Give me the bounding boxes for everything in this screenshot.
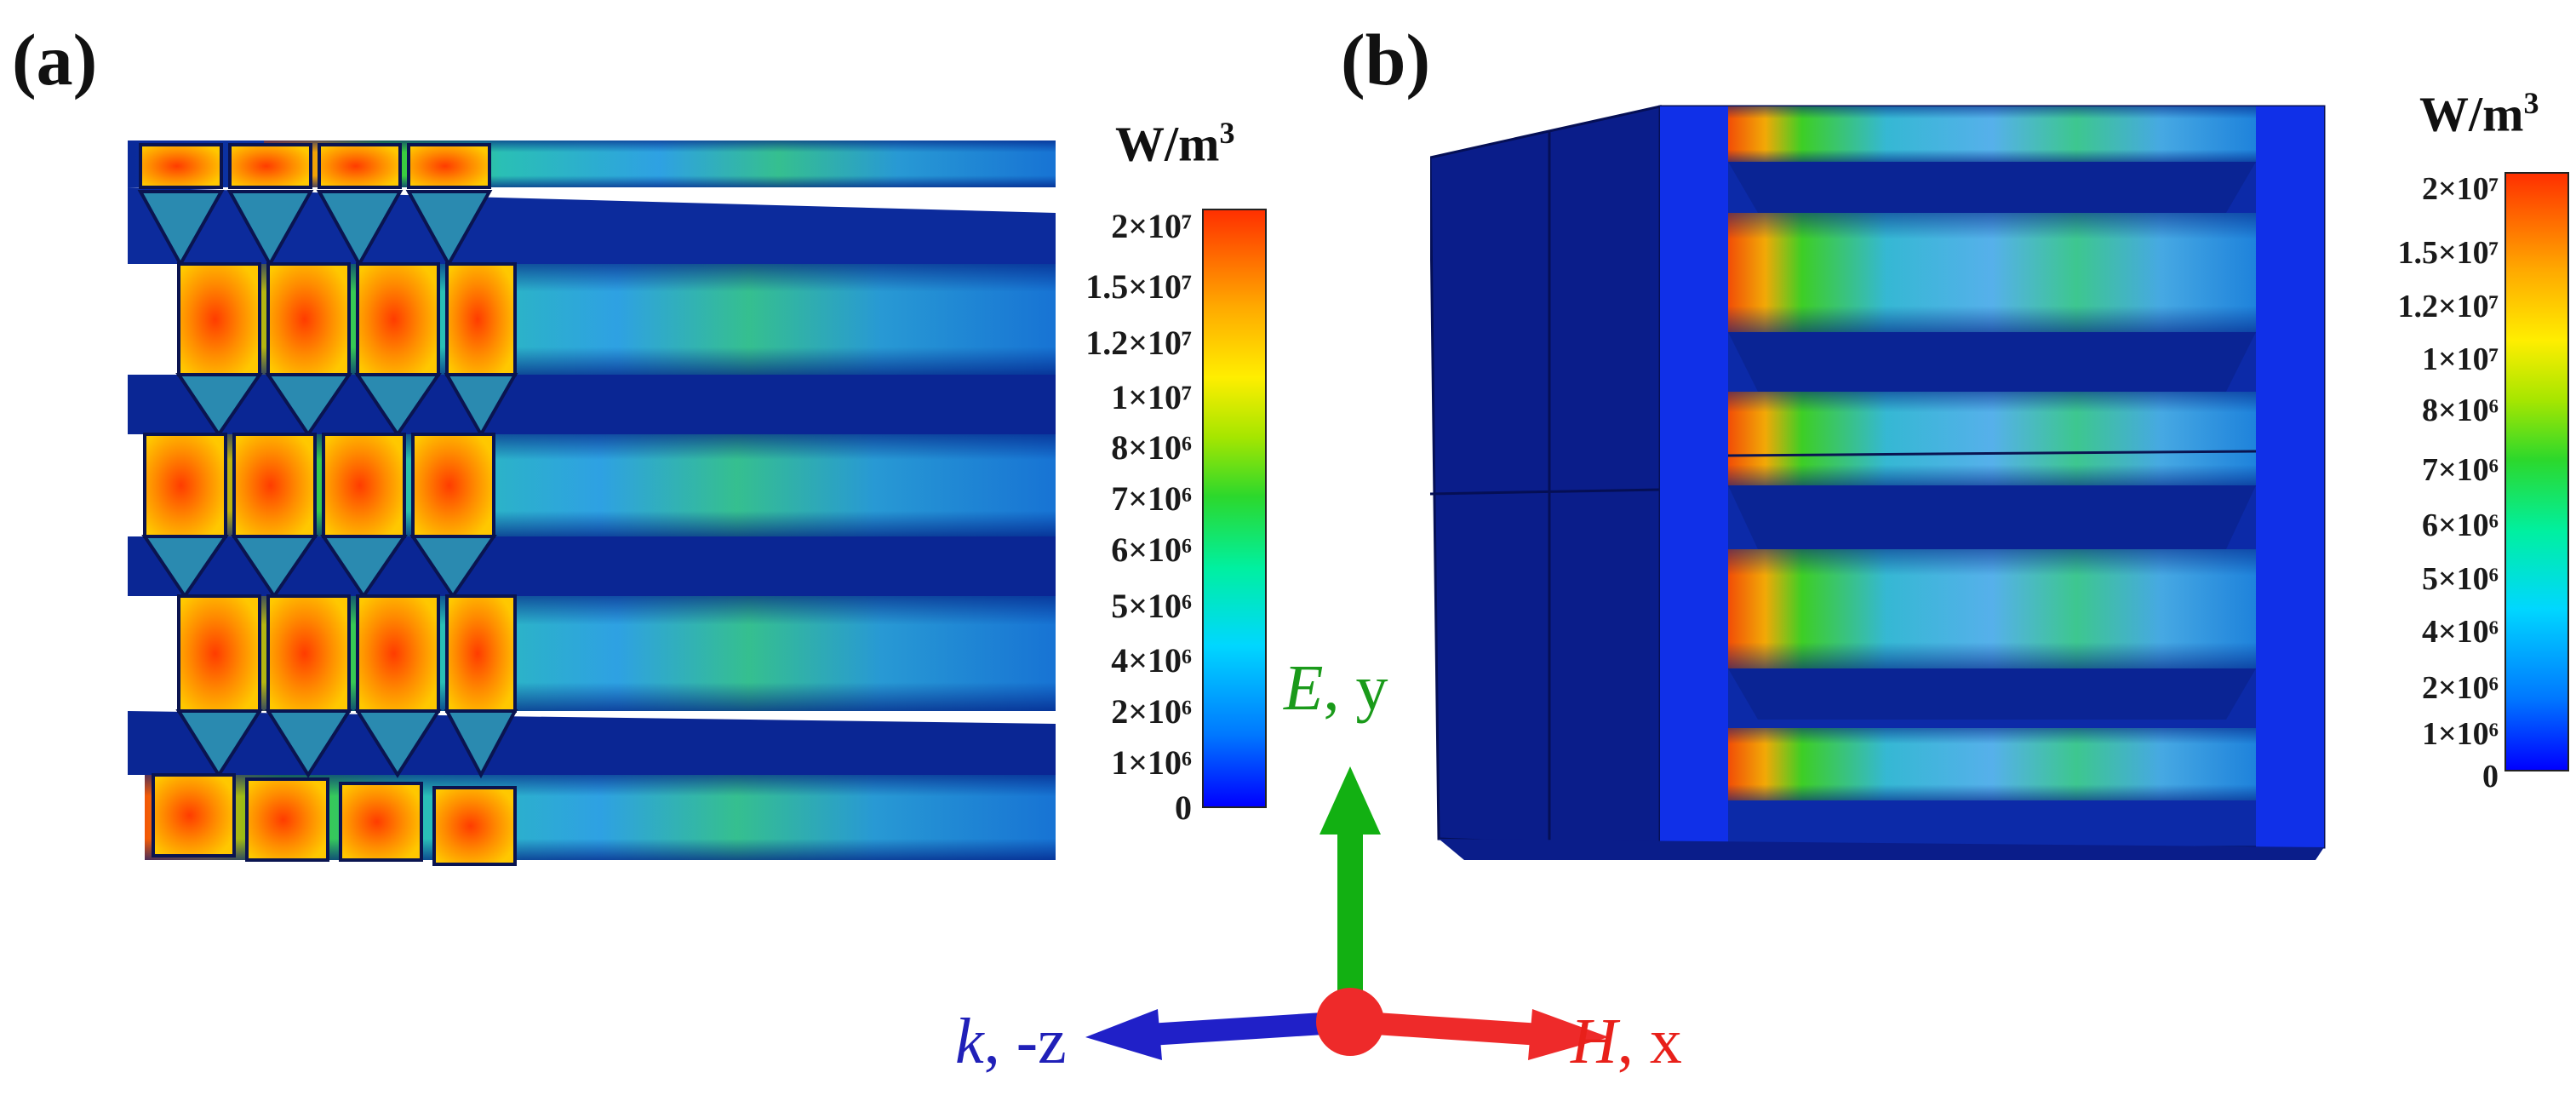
k-vector-arrowhead <box>1085 1009 1162 1060</box>
panel-b-tick: 1×10⁷ <box>2421 341 2499 377</box>
k-axis-label: k, -z <box>955 1006 1067 1077</box>
panel-b-color-bar <box>2504 172 2569 771</box>
panel-a-unit: W/m3 <box>1115 116 1235 172</box>
panel-a-tick: 8×10⁶ <box>1111 428 1192 467</box>
panel-a-field-plot <box>128 141 1056 866</box>
panel-a-tick: 1.5×10⁷ <box>1085 267 1192 306</box>
e-field-arrowhead <box>1319 766 1381 835</box>
panel-b-tick: 1.2×10⁷ <box>2397 289 2499 324</box>
panel-a-tick: 6×10⁶ <box>1111 531 1192 569</box>
coordinate-axes <box>1085 766 1609 1060</box>
panel-b-field-plot <box>1430 105 2326 860</box>
panel-a-tick: 1×10⁷ <box>1111 378 1192 416</box>
e-axis-label: E, y <box>1284 652 1388 724</box>
h-axis-label: H, x <box>1571 1006 1682 1077</box>
panel-b-tick: 8×10⁶ <box>2421 393 2499 428</box>
h-field-arrowhead <box>1528 1009 1609 1060</box>
panel-b-tick: 5×10⁶ <box>2421 561 2499 597</box>
panel-b-tick: 0 <box>2482 759 2499 794</box>
panel-a-color-bar <box>1202 209 1267 808</box>
panel-b-tick: 1.5×10⁷ <box>2397 235 2499 271</box>
panel-b-tick: 1×10⁶ <box>2421 716 2499 752</box>
panel-a-tick: 4×10⁶ <box>1111 641 1192 680</box>
panel-b-tick: 2×10⁶ <box>2421 670 2499 706</box>
panel-b-unit: W/m3 <box>2419 86 2539 142</box>
panel-a-tick: 5×10⁶ <box>1111 587 1192 625</box>
panel-b-tick: 4×10⁶ <box>2421 614 2499 650</box>
panel-a-tick: 1.2×10⁷ <box>1085 324 1192 362</box>
panel-a-label: (a) <box>12 19 98 100</box>
panel-a-tick: 7×10⁶ <box>1111 479 1192 518</box>
panel-a-cells <box>137 143 518 866</box>
panel-a-tick: 2×10⁷ <box>1111 207 1192 245</box>
panel-b-tick: 7×10⁶ <box>2421 452 2499 488</box>
panel-a-tick: 1×10⁶ <box>1111 743 1192 782</box>
panel-a-tick: 0 <box>1175 789 1192 827</box>
panel-b-tick: 2×10⁷ <box>2421 171 2499 207</box>
panel-b-label: (b) <box>1341 19 1431 100</box>
panel-b-tick: 6×10⁶ <box>2421 508 2499 543</box>
origin-sphere <box>1316 988 1384 1056</box>
panel-a-tick: 2×10⁶ <box>1111 692 1192 731</box>
